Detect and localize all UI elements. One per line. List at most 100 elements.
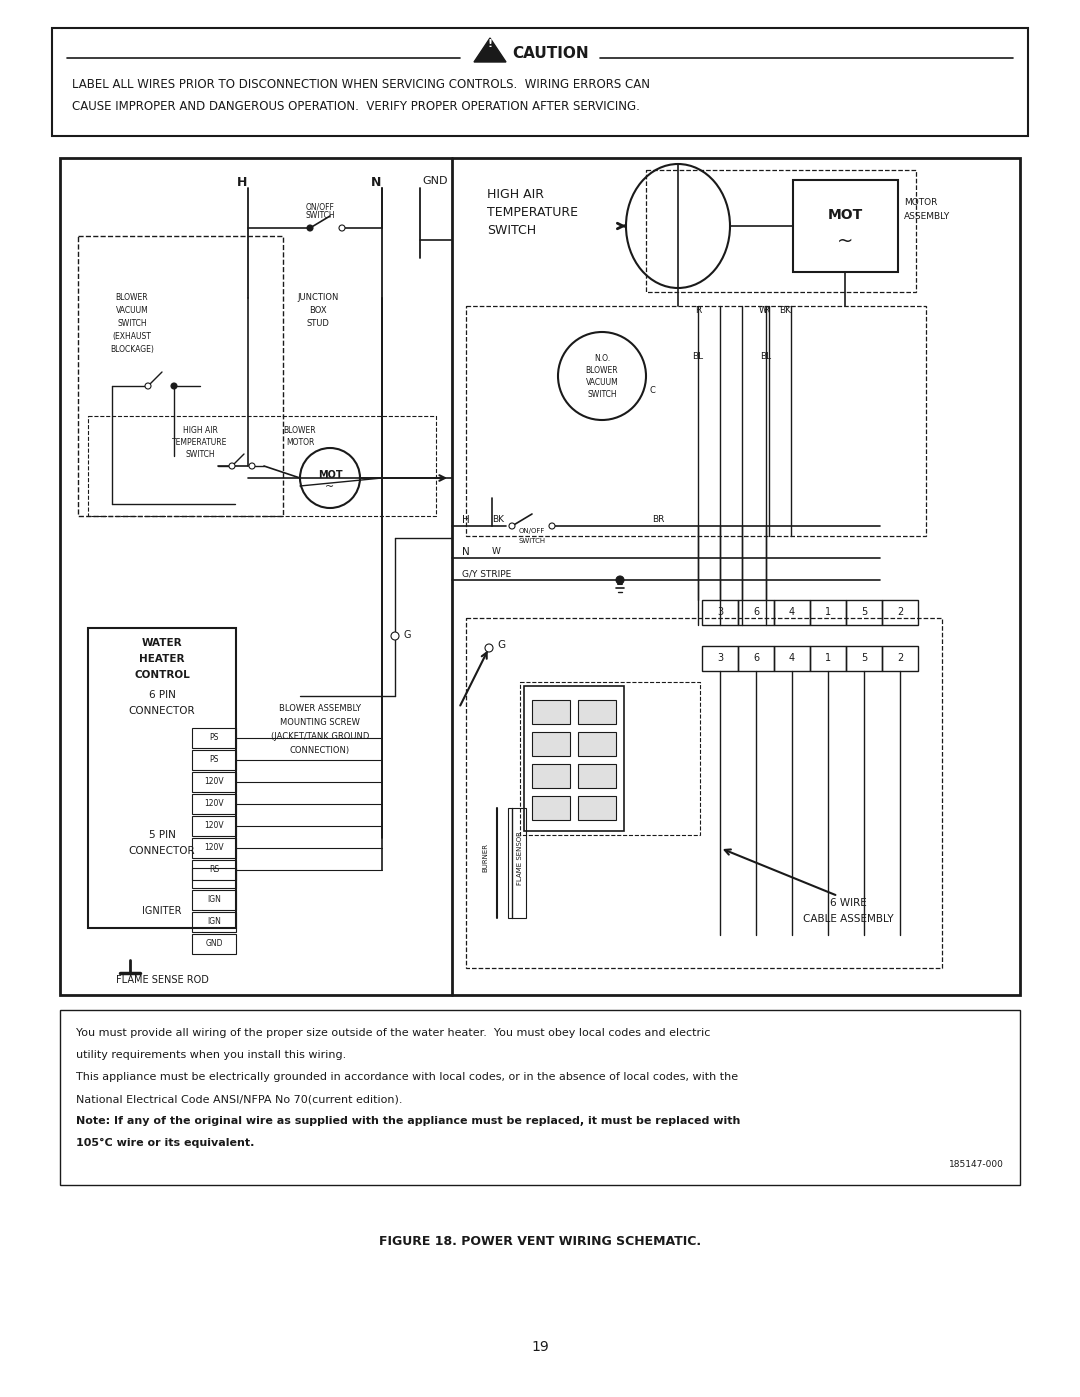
Text: MOUNTING SCREW: MOUNTING SCREW [280, 718, 360, 726]
Text: ASSEMBLY: ASSEMBLY [904, 212, 950, 221]
Text: FIGURE 18. POWER VENT WIRING SCHEMATIC.: FIGURE 18. POWER VENT WIRING SCHEMATIC. [379, 1235, 701, 1248]
Bar [578, 796, 616, 820]
Text: ON/OFF: ON/OFF [306, 203, 335, 211]
Circle shape [171, 383, 177, 388]
Text: IGN: IGN [207, 918, 221, 926]
Bar [810, 645, 846, 671]
Text: C: C [650, 386, 656, 395]
Text: N.O.: N.O. [594, 353, 610, 363]
Bar [532, 700, 570, 724]
Text: (JACKET/TANK GROUND: (JACKET/TANK GROUND [271, 732, 369, 740]
Text: CAUTION: CAUTION [512, 46, 589, 60]
Text: 120V: 120V [204, 821, 224, 830]
Text: 5: 5 [861, 652, 867, 664]
Text: BLOWER ASSEMBLY: BLOWER ASSEMBLY [279, 704, 361, 712]
Text: SWITCH: SWITCH [185, 450, 215, 460]
Text: W: W [758, 306, 768, 314]
Text: VACUUM: VACUUM [585, 379, 619, 387]
Text: CABLE ASSEMBLY: CABLE ASSEMBLY [802, 914, 893, 923]
Text: STUD: STUD [307, 319, 329, 328]
Text: ~: ~ [837, 232, 853, 251]
Text: 6: 6 [753, 652, 759, 664]
Text: 2: 2 [896, 652, 903, 664]
Bar [192, 935, 237, 954]
Text: FLAME SENSOR: FLAME SENSOR [517, 831, 523, 884]
Bar [192, 728, 237, 747]
Bar [882, 645, 918, 671]
Text: MOTOR: MOTOR [286, 439, 314, 447]
Text: 4: 4 [788, 652, 795, 664]
Text: BOX: BOX [309, 306, 327, 314]
Text: IGNITER: IGNITER [143, 907, 181, 916]
Bar [192, 750, 237, 770]
Text: 3: 3 [717, 608, 724, 617]
Text: SWITCH: SWITCH [306, 211, 335, 219]
Text: HIGH AIR: HIGH AIR [487, 189, 544, 201]
Text: You must provide all wiring of the proper size outside of the water heater.  You: You must provide all wiring of the prope… [76, 1028, 711, 1038]
Bar [192, 912, 237, 932]
Text: 120V: 120V [204, 799, 224, 809]
Text: FLAME SENSE ROD: FLAME SENSE ROD [116, 975, 208, 985]
Circle shape [307, 225, 313, 231]
Text: 6 PIN: 6 PIN [149, 690, 175, 700]
Bar [87, 416, 436, 515]
Text: H: H [237, 176, 247, 189]
Bar [846, 645, 882, 671]
Text: 6: 6 [753, 608, 759, 617]
Text: BLOWER: BLOWER [585, 366, 619, 374]
Text: G/Y STRIPE: G/Y STRIPE [462, 570, 511, 578]
Bar [738, 645, 774, 671]
Bar [192, 861, 237, 880]
Text: H: H [462, 515, 470, 525]
Text: ~: ~ [325, 482, 335, 492]
Text: R: R [694, 306, 701, 314]
Text: SWITCH: SWITCH [588, 390, 617, 400]
Text: 185147-000: 185147-000 [949, 1160, 1004, 1169]
Text: R: R [762, 306, 769, 314]
Text: GND: GND [205, 940, 222, 949]
Bar [519, 682, 700, 835]
Text: BR: BR [652, 515, 664, 524]
Bar [52, 28, 1028, 136]
Bar [578, 700, 616, 724]
Text: CONNECTOR: CONNECTOR [129, 705, 195, 717]
Text: 19: 19 [531, 1340, 549, 1354]
Text: HIGH AIR: HIGH AIR [183, 426, 217, 434]
Bar [192, 793, 237, 814]
Circle shape [391, 631, 399, 640]
Text: 1: 1 [825, 652, 832, 664]
Bar [882, 599, 918, 624]
Polygon shape [474, 38, 507, 61]
Bar [87, 629, 237, 928]
Bar [192, 773, 237, 792]
Text: MOT: MOT [318, 469, 342, 481]
Text: (EXHAUST: (EXHAUST [112, 332, 151, 341]
Text: G: G [497, 640, 505, 650]
Text: BK: BK [779, 306, 791, 314]
Text: 2: 2 [896, 608, 903, 617]
Text: CONNECTOR: CONNECTOR [129, 847, 195, 856]
Text: 105°C wire or its equivalent.: 105°C wire or its equivalent. [76, 1139, 255, 1148]
Text: WATER: WATER [141, 638, 183, 648]
Text: BLOWER: BLOWER [116, 293, 148, 302]
Bar [793, 180, 897, 272]
Text: IGN: IGN [207, 895, 221, 904]
Bar [465, 306, 926, 536]
Circle shape [549, 522, 555, 529]
Text: This appliance must be electrically grounded in accordance with local codes, or : This appliance must be electrically grou… [76, 1071, 738, 1083]
Circle shape [300, 448, 360, 509]
Text: SWITCH: SWITCH [518, 538, 545, 543]
Text: VACUUM: VACUUM [116, 306, 148, 314]
Circle shape [249, 462, 255, 469]
Text: 5 PIN: 5 PIN [149, 830, 175, 840]
Text: 1: 1 [825, 608, 832, 617]
Text: 4: 4 [788, 608, 795, 617]
Text: CONTROL: CONTROL [134, 671, 190, 680]
Text: BLOCKAGE): BLOCKAGE) [110, 345, 154, 353]
Text: SWITCH: SWITCH [487, 224, 536, 237]
Text: PS: PS [210, 733, 218, 742]
Bar [192, 838, 237, 858]
Text: MOT: MOT [827, 208, 863, 222]
Bar [524, 686, 624, 831]
Bar [738, 599, 774, 624]
